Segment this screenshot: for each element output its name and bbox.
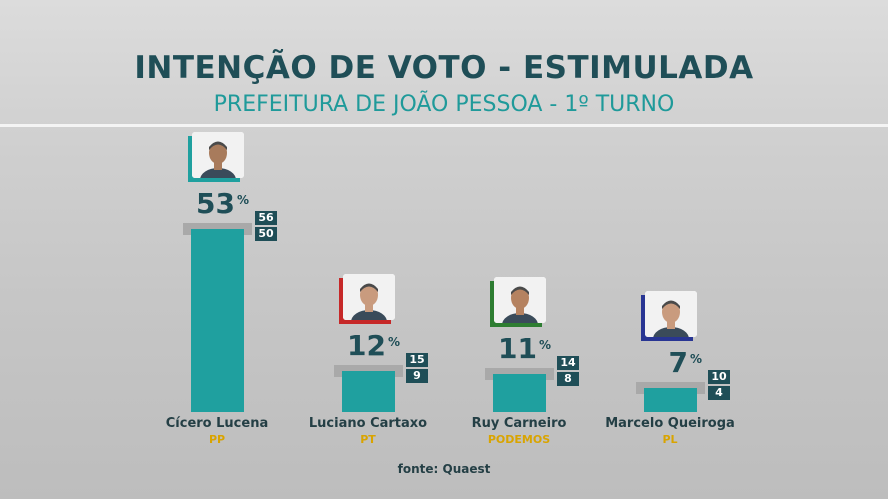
bar [643, 388, 697, 412]
chart-subtitle: PREFEITURA DE JOÃO PESSOA - 1º TURNO [213, 92, 675, 117]
candidate-photo-frame [490, 277, 546, 327]
range-low-label: 4 [708, 386, 730, 400]
party-label: PODEMOS [487, 433, 551, 446]
bar [190, 229, 244, 412]
range-low-label: 50 [255, 227, 277, 241]
party-label: PL [662, 433, 678, 446]
candidate-name: Luciano Cartaxo [308, 416, 428, 431]
range-low-label: 8 [557, 372, 579, 386]
percent-sign: % [690, 352, 703, 366]
candidate-name: Cícero Lucena [165, 416, 269, 431]
candidate-photo [645, 291, 697, 337]
candidate-name: Ruy Carneiro [471, 416, 567, 431]
source-label: fonte: Quaest [397, 462, 491, 476]
range-high-label: 14 [557, 356, 579, 370]
range-low-label: 9 [406, 369, 428, 383]
bar-value-label: 11 [498, 332, 537, 365]
percent-sign: % [237, 193, 250, 207]
percent-sign: % [539, 338, 552, 352]
bar [492, 374, 546, 412]
range-high-label: 56 [255, 211, 277, 225]
candidate-photo-frame [641, 291, 697, 341]
bar-value-label: 53 [196, 187, 235, 220]
range-high-label: 15 [406, 353, 428, 367]
percent-sign: % [388, 335, 401, 349]
range-high-label: 10 [708, 370, 730, 384]
bar-value-label: 12 [347, 329, 386, 362]
chart-title: INTENÇÃO DE VOTO - ESTIMULADA [134, 50, 754, 86]
candidate-photo [494, 277, 546, 323]
candidate-photo [192, 132, 244, 178]
candidate-photo-frame [188, 132, 244, 182]
title-divider [0, 124, 888, 127]
party-label: PT [360, 433, 376, 446]
candidate-name: Marcelo Queiroga [605, 416, 735, 431]
bar [341, 371, 395, 412]
party-label: PP [208, 433, 226, 446]
candidate-photo-frame [339, 274, 395, 324]
candidate-photo [343, 274, 395, 320]
bar-value-label: 7 [668, 346, 688, 379]
